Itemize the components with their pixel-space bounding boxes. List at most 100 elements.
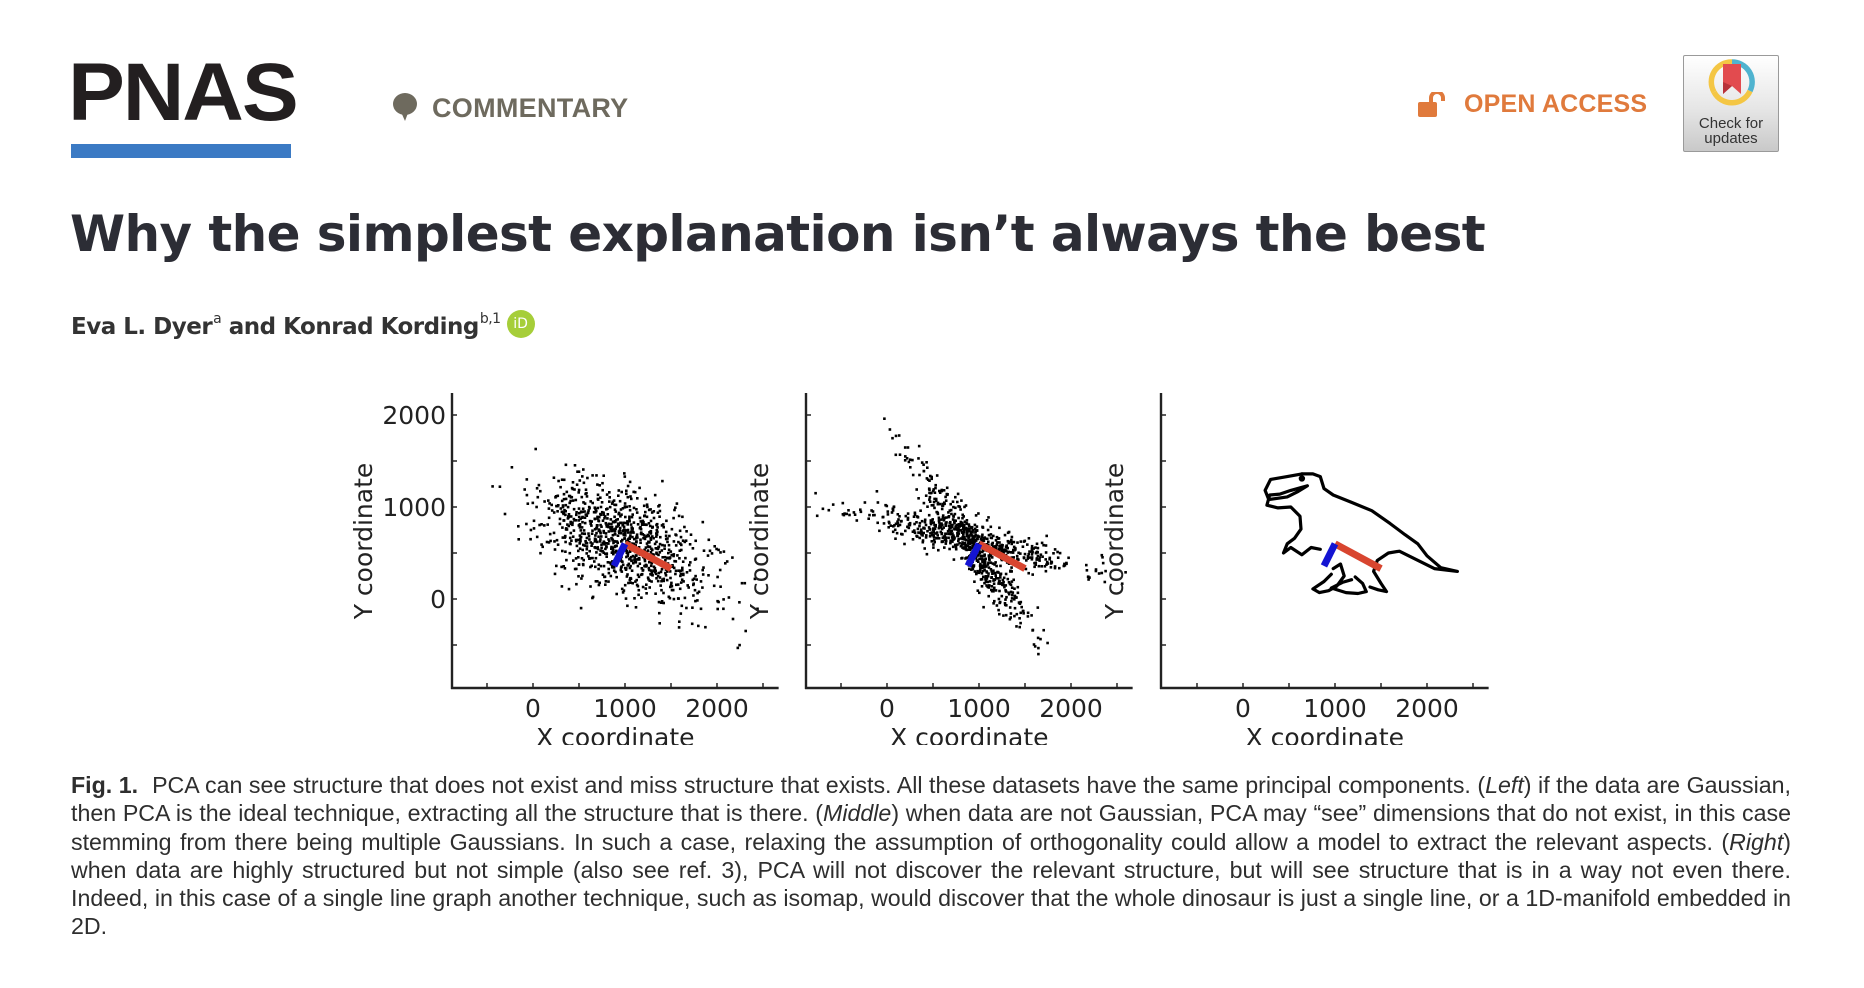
scatter-point bbox=[670, 527, 674, 531]
scatter-point bbox=[1045, 534, 1048, 538]
scatter-point bbox=[941, 540, 945, 543]
section-label: COMMENTARY bbox=[392, 92, 628, 124]
scatter-point bbox=[1010, 599, 1013, 603]
scatter-point bbox=[626, 484, 630, 488]
scatter-point bbox=[1029, 550, 1033, 553]
scatter-point bbox=[562, 478, 566, 482]
scatter-point bbox=[671, 564, 674, 567]
scatter-point bbox=[655, 551, 658, 555]
scatter-point bbox=[581, 507, 585, 511]
scatter-point bbox=[937, 548, 940, 552]
scatter-point bbox=[963, 541, 966, 545]
scatter-point bbox=[731, 617, 735, 621]
scatter-point bbox=[952, 505, 955, 509]
scatter-point bbox=[633, 558, 636, 562]
scatter-point bbox=[990, 576, 993, 579]
scatter-point bbox=[978, 564, 982, 567]
scatter-point bbox=[569, 520, 572, 524]
scatter-point bbox=[623, 472, 626, 475]
scatter-point bbox=[609, 574, 613, 578]
scatter-point bbox=[614, 520, 617, 523]
author-name[interactable]: Eva L. Dyer bbox=[71, 314, 213, 340]
scatter-point bbox=[932, 500, 936, 504]
pnas-logo[interactable]: PNAS bbox=[68, 47, 299, 138]
scatter-point bbox=[973, 527, 977, 531]
scatter-point bbox=[649, 564, 653, 568]
scatter-point bbox=[578, 511, 581, 515]
scatter-point bbox=[582, 529, 586, 532]
scatter-point bbox=[922, 463, 925, 466]
scatter-point bbox=[647, 568, 651, 572]
scatter-point bbox=[692, 583, 695, 587]
scatter-point bbox=[688, 569, 692, 572]
author-name[interactable]: Konrad Kording bbox=[283, 314, 479, 340]
scatter-point bbox=[1022, 556, 1026, 560]
scatter-point bbox=[549, 539, 552, 543]
scatter-point bbox=[678, 549, 682, 552]
scatter-point bbox=[626, 495, 630, 499]
scatter-point bbox=[959, 528, 963, 532]
scatter-point bbox=[1002, 614, 1005, 617]
scatter-point bbox=[870, 509, 873, 512]
check-for-updates-badge[interactable]: Check for updates bbox=[1683, 55, 1779, 152]
scatter-point bbox=[609, 518, 613, 521]
scatter-point bbox=[668, 570, 672, 573]
scatter-point bbox=[863, 501, 867, 504]
scatter-point bbox=[660, 588, 663, 592]
scatter-point bbox=[958, 525, 961, 528]
scatter-point bbox=[550, 509, 554, 512]
scatter-point bbox=[627, 562, 631, 566]
scatter-point bbox=[980, 535, 984, 539]
scatter-point bbox=[678, 529, 682, 533]
scatter-point bbox=[815, 514, 819, 518]
scatter-point bbox=[867, 517, 870, 520]
scatter-point bbox=[1012, 540, 1016, 544]
scatter-point bbox=[677, 597, 680, 600]
caption-part: ) when data are not Gaussian, PCA may “s… bbox=[71, 800, 1791, 855]
scatter-point bbox=[639, 520, 643, 523]
scatter-point bbox=[713, 545, 716, 548]
scatter-point bbox=[620, 540, 623, 543]
scatter-point bbox=[986, 580, 989, 584]
scatter-point bbox=[925, 461, 928, 464]
author-affiliation[interactable]: b,1 bbox=[479, 311, 501, 327]
scatter-point bbox=[956, 532, 960, 536]
scatter-point bbox=[1104, 569, 1107, 573]
orcid-icon[interactable]: iD bbox=[506, 310, 535, 338]
scatter-point bbox=[933, 523, 936, 527]
scatter-point bbox=[634, 537, 638, 540]
scatter-point bbox=[588, 506, 591, 510]
scatter-point bbox=[1101, 561, 1105, 565]
scatter-point bbox=[651, 574, 654, 577]
scatter-point bbox=[995, 564, 998, 568]
scatter-point bbox=[523, 488, 526, 491]
scatter-point bbox=[1087, 575, 1090, 578]
scatter-point bbox=[611, 539, 615, 542]
scatter-point bbox=[642, 504, 646, 508]
scatter-point bbox=[614, 570, 617, 574]
scatter-point bbox=[1034, 561, 1038, 565]
scatter-point bbox=[599, 538, 602, 541]
scatter-point bbox=[1004, 572, 1008, 576]
scatter-point bbox=[669, 550, 673, 553]
scatter-point bbox=[993, 578, 997, 582]
scatter-point bbox=[715, 547, 718, 551]
scatter-point bbox=[707, 538, 711, 542]
scatter-point bbox=[677, 540, 680, 544]
scatter-point bbox=[841, 501, 845, 505]
scatter-point bbox=[994, 589, 998, 592]
scatter-point bbox=[923, 518, 927, 522]
scatter-point bbox=[650, 547, 653, 551]
scatter-point bbox=[909, 466, 912, 469]
scatter-point bbox=[621, 538, 624, 542]
scatter-point bbox=[982, 536, 985, 540]
scatter-point bbox=[926, 505, 929, 508]
scatter-point bbox=[591, 542, 594, 545]
scatter-point bbox=[673, 559, 676, 563]
scatter-point bbox=[640, 596, 643, 599]
scatter-point bbox=[619, 568, 623, 572]
scatter-point bbox=[1044, 551, 1048, 554]
scatter-point bbox=[1009, 612, 1013, 615]
author-affiliation[interactable]: a bbox=[213, 311, 222, 327]
